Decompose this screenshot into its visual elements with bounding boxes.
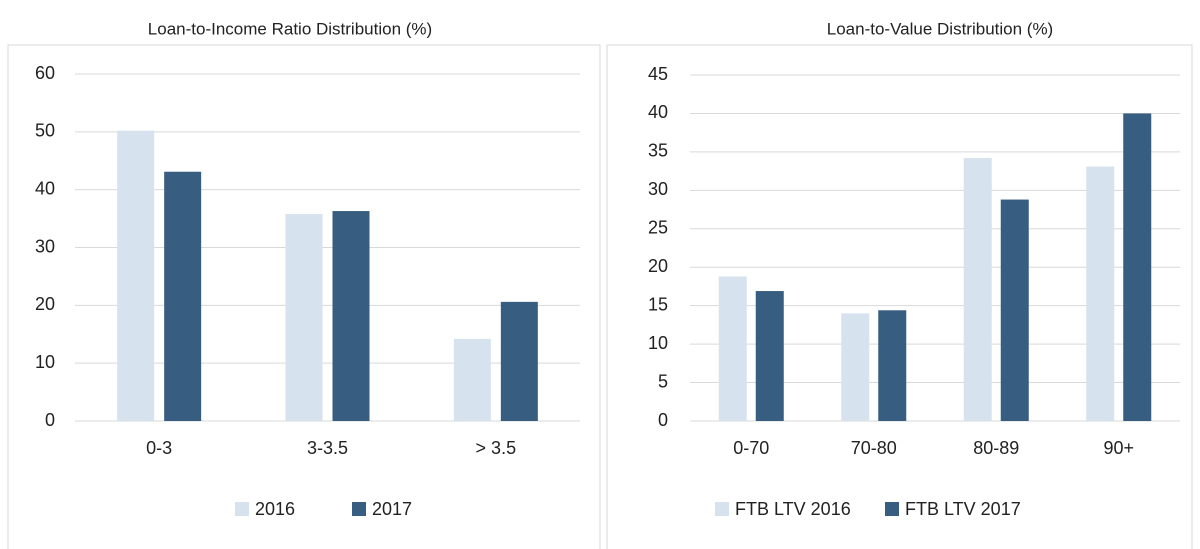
x-tick-label: 3-3.5 [307, 438, 348, 458]
y-tick-label: 40 [35, 178, 55, 198]
x-tick-label: > 3.5 [476, 438, 517, 458]
y-tick-label: 50 [35, 121, 55, 141]
y-tick-label: 25 [648, 218, 668, 238]
bar [285, 213, 323, 421]
panel-frame [7, 44, 601, 549]
bar [718, 276, 747, 421]
bar [500, 301, 538, 421]
y-tick-label: 45 [648, 64, 668, 84]
bar [1086, 166, 1115, 421]
legend-label: 2017 [372, 499, 412, 519]
bar [1123, 113, 1152, 421]
bar [1000, 199, 1029, 421]
y-tick-label: 20 [648, 256, 668, 276]
x-tick-label: 0-70 [733, 438, 769, 458]
y-tick-label: 10 [35, 352, 55, 372]
y-tick-label: 60 [35, 63, 55, 83]
bar [878, 310, 907, 421]
y-tick-label: 20 [35, 294, 55, 314]
x-tick-label: 90+ [1103, 438, 1134, 458]
y-tick-label: 10 [648, 333, 668, 353]
chart-title: Loan-to-Income Ratio Distribution (%) [148, 19, 432, 38]
y-tick-label: 35 [648, 141, 668, 161]
legend-swatch [235, 502, 249, 516]
x-tick-label: 70-80 [851, 438, 897, 458]
bar [963, 158, 992, 422]
legend-label: FTB LTV 2017 [905, 499, 1021, 519]
legend-label: FTB LTV 2016 [735, 499, 851, 519]
y-tick-label: 0 [658, 410, 668, 430]
y-tick-label: 15 [648, 294, 668, 314]
y-tick-label: 30 [648, 179, 668, 199]
legend-label: 2016 [255, 499, 295, 519]
bar [453, 338, 491, 421]
x-tick-label: 80-89 [973, 438, 1019, 458]
panel-frame [606, 44, 1193, 549]
legend-swatch [885, 502, 899, 516]
bar [164, 171, 202, 421]
y-tick-label: 40 [648, 102, 668, 122]
legend-swatch [352, 502, 366, 516]
y-tick-label: 5 [658, 371, 668, 391]
bar [755, 291, 784, 421]
y-tick-label: 30 [35, 236, 55, 256]
legend-swatch [715, 502, 729, 516]
chart-title: Loan-to-Value Distribution (%) [827, 19, 1053, 38]
bar [841, 313, 870, 421]
y-tick-label: 0 [45, 410, 55, 430]
bar [332, 211, 370, 421]
bar [117, 130, 155, 421]
x-tick-label: 0-3 [146, 438, 172, 458]
